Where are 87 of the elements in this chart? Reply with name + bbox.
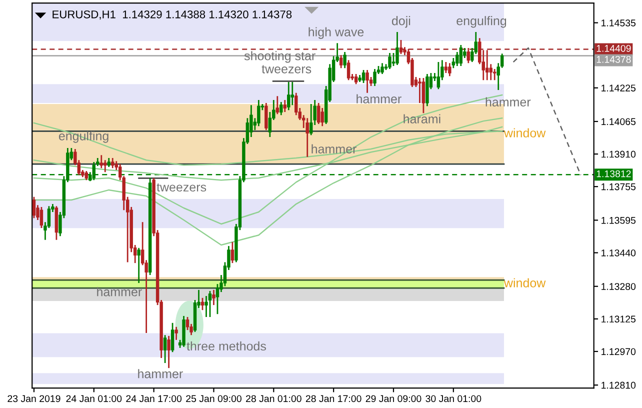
- y-tick-label: 1.12810: [602, 382, 636, 389]
- candlestick: [366, 69, 369, 94]
- band-label: window: [504, 278, 546, 288]
- x-tick-label: 24 Jan 01:00: [66, 395, 122, 402]
- candlestick: [399, 39, 403, 55]
- candlestick: [137, 247, 140, 284]
- candlestick: [280, 101, 283, 116]
- candlestick: [167, 335, 170, 369]
- candlestick: [170, 322, 174, 353]
- candlestick: [316, 102, 320, 125]
- candlestick: [84, 170, 88, 181]
- y-tick-label: 1.12970: [602, 348, 636, 356]
- candlestick: [287, 81, 290, 111]
- x-tick-label: 25 Jan 09:00: [186, 395, 242, 402]
- x-tick-label: 28 Jan 01:00: [246, 395, 302, 402]
- candlestick: [320, 107, 324, 127]
- y-tick-label: 1.13595: [602, 216, 636, 224]
- candlestick: [436, 61, 440, 90]
- y-tick-label: 1.13440: [602, 249, 636, 256]
- candlestick: [212, 289, 216, 306]
- annotation: tweezers: [262, 65, 312, 74]
- candlestick: [373, 68, 376, 87]
- annotation: hammer: [486, 97, 531, 106]
- annotation: hammer: [138, 369, 183, 378]
- y-tick-label: 1.13280: [602, 283, 636, 290]
- x-tick-label: 24 Jan 17:00: [126, 395, 182, 402]
- annotation: hammer: [97, 287, 142, 296]
- candlestick: [290, 81, 294, 106]
- ref-line-label: 1.14409: [596, 44, 631, 52]
- candlestick: [422, 77, 426, 114]
- candlestick: [459, 44, 463, 67]
- candlestick: [104, 159, 107, 173]
- candlestick: [174, 326, 178, 341]
- y-tick-label: 1.13125: [602, 316, 636, 323]
- annotation: hammer: [356, 94, 402, 104]
- candlestick: [489, 63, 492, 81]
- ref-line-label: 1.14378: [596, 56, 631, 63]
- candlestick: [40, 206, 44, 229]
- candlestick: [230, 241, 234, 264]
- text: EURUSD,H1 1.14329 1.14388 1.14320 1.14378: [52, 10, 292, 20]
- candlestick: [418, 77, 422, 104]
- candlestick: [456, 51, 459, 67]
- candlestick: [466, 47, 470, 64]
- candlestick: [111, 157, 114, 169]
- candlestick: [486, 49, 489, 81]
- candlestick: [492, 68, 496, 81]
- annotation: three methods: [186, 341, 266, 351]
- candlestick: [343, 51, 346, 69]
- candlestick: [186, 316, 190, 331]
- x-tick-label: 28 Jan 17:00: [306, 395, 362, 402]
- candlestick: [306, 117, 309, 158]
- candlestick: [346, 59, 350, 81]
- x-tick-label: 29 Jan 09:00: [366, 395, 422, 402]
- candlestick: [444, 61, 448, 74]
- candlestick: [309, 103, 313, 136]
- candlestick: [388, 52, 392, 70]
- y-tick-label: 1.14065: [602, 118, 636, 126]
- candlestick: [163, 334, 167, 364]
- candlestick: [200, 297, 204, 311]
- band-label: window: [504, 128, 546, 138]
- y-tick-label: 1.14225: [602, 84, 636, 92]
- ref-line-label: 1.13812: [596, 170, 631, 178]
- candlestick: [294, 92, 298, 116]
- x-tick-label: 30 Jan 01:00: [426, 395, 482, 402]
- candlestick: [276, 95, 280, 115]
- candlestick: [32, 196, 36, 219]
- annotation: high wave: [308, 27, 364, 39]
- candlestick: [362, 69, 366, 84]
- candlestick: [339, 54, 343, 69]
- x-tick-label: 23 Jan 2019: [8, 395, 60, 402]
- candlestick: [204, 295, 208, 318]
- candlestick: [283, 99, 287, 113]
- candlestick: [448, 62, 452, 77]
- candlestick: [257, 99, 260, 127]
- annotation: engulfing: [456, 16, 506, 28]
- candlestick: [380, 62, 384, 75]
- candlestick: [208, 290, 212, 318]
- y-tick-label: 1.13755: [602, 183, 636, 190]
- y-tick-label: 1.14535: [602, 19, 636, 26]
- annotation: tweezers: [156, 183, 206, 192]
- candlestick: [354, 73, 358, 85]
- y-tick-label: 1.13910: [602, 150, 636, 158]
- candlestick: [264, 102, 268, 131]
- candlestick: [107, 157, 110, 168]
- candlestick: [396, 31, 399, 66]
- candlestick: [100, 154, 103, 169]
- annotation: doji: [392, 16, 410, 28]
